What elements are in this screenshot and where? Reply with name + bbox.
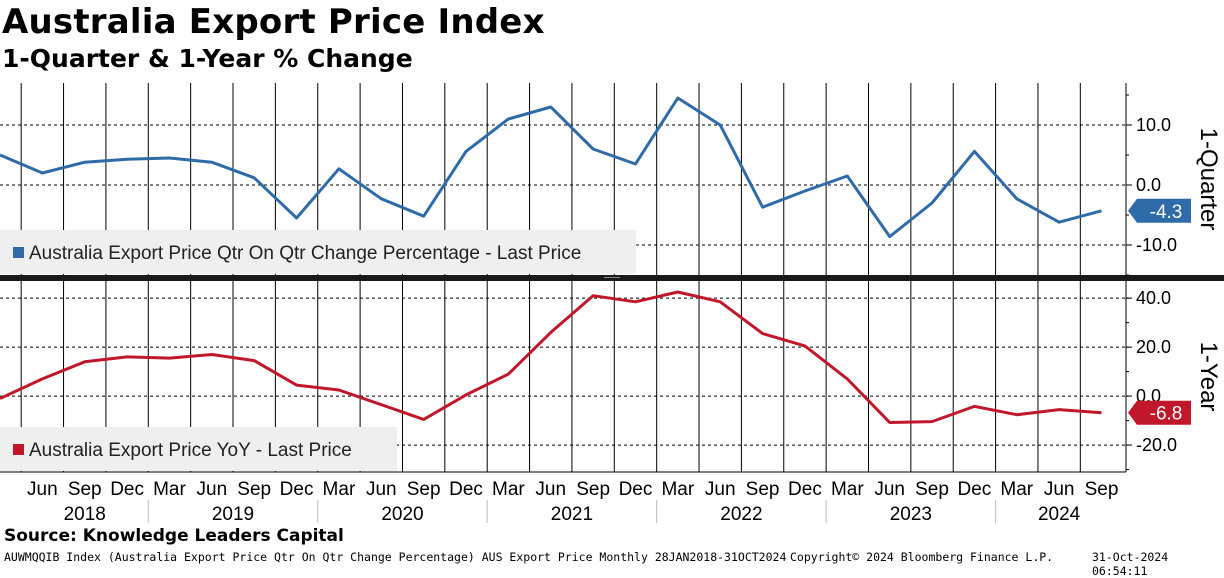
- x-tick-label: Dec: [619, 479, 653, 500]
- last-value-tag: [1128, 400, 1191, 425]
- legend-box: [0, 230, 636, 274]
- x-tick-label: Jun: [197, 479, 228, 500]
- x-tick-label: Mar: [323, 479, 356, 500]
- x-tick-label: Sep: [237, 479, 271, 500]
- chart-title: Australia Export Price Index: [2, 2, 545, 42]
- footer-series-info: AUWMQQIB Index (Australia Export Price Q…: [4, 550, 787, 564]
- x-tick-label: Mar: [492, 479, 525, 500]
- x-year-label: 2023: [890, 504, 932, 525]
- x-tick-label: Sep: [915, 479, 949, 500]
- x-tick-label: Dec: [449, 479, 483, 500]
- x-year-label: 2024: [1038, 504, 1081, 525]
- legend-swatch: [13, 247, 24, 258]
- x-tick-label: Mar: [661, 479, 694, 500]
- series-layer: [0, 96, 1102, 424]
- x-tick-label: Mar: [831, 479, 864, 500]
- source-note: Source: Knowledge Leaders Capital: [4, 526, 344, 546]
- last-value-label: -4.3: [1150, 202, 1183, 223]
- footer-copyright: Copyright© 2024 Bloomberg Finance L.P.: [790, 550, 1054, 564]
- x-tick-label: Jun: [1044, 479, 1075, 500]
- legend-label: Australia Export Price YoY - Last Price: [29, 440, 352, 461]
- x-tick-label: Sep: [68, 479, 102, 500]
- legend-layer: Australia Export Price Qtr On Qtr Change…: [0, 230, 636, 471]
- last-value-tag: [1128, 198, 1191, 223]
- axis-layer: 10.00.0-10.01-Quarter-4.340.020.00.0-20.…: [0, 83, 1224, 525]
- series-line: [0, 290, 1102, 424]
- legend-box: [0, 427, 397, 471]
- chart-canvas: 10.00.0-10.01-Quarter-4.340.020.00.0-20.…: [0, 83, 1224, 525]
- x-year-label: 2019: [212, 504, 254, 525]
- x-year-label: 2018: [64, 504, 106, 525]
- y-tick-label: -10.0: [1136, 235, 1177, 255]
- x-tick-label: Dec: [280, 479, 314, 500]
- y-tick-label: 0.0: [1136, 175, 1161, 195]
- x-year-label: 2022: [720, 504, 762, 525]
- x-tick-label: Sep: [746, 479, 780, 500]
- x-tick-label: Dec: [958, 479, 992, 500]
- y-axis-title: 1-Year: [1195, 342, 1222, 412]
- x-tick-label: Jun: [27, 479, 58, 500]
- x-tick-label: Jun: [874, 479, 905, 500]
- footer-timestamp: 31-Oct-2024 06:54:11: [1092, 550, 1169, 578]
- series-line: [0, 96, 1102, 239]
- y-tick-label: 40.0: [1136, 288, 1171, 308]
- x-tick-label: Jun: [535, 479, 566, 500]
- legend-label: Australia Export Price Qtr On Qtr Change…: [29, 243, 581, 264]
- x-tick-label: Dec: [788, 479, 822, 500]
- legend-swatch: [13, 444, 24, 455]
- x-tick-label: Sep: [407, 479, 441, 500]
- x-tick-label: Jun: [705, 479, 736, 500]
- x-tick-label: Dec: [110, 479, 144, 500]
- x-tick-label: Mar: [1000, 479, 1033, 500]
- x-year-label: 2021: [551, 504, 593, 525]
- y-tick-label: -20.0: [1136, 435, 1177, 455]
- y-axis-title: 1-Quarter: [1195, 128, 1222, 231]
- y-tick-label: 10.0: [1136, 115, 1171, 135]
- x-tick-label: Sep: [1085, 479, 1119, 500]
- x-tick-label: Jun: [366, 479, 397, 500]
- x-year-label: 2020: [381, 504, 423, 525]
- x-tick-label: Sep: [576, 479, 610, 500]
- chart-subtitle: 1-Quarter & 1-Year % Change: [2, 44, 413, 73]
- y-tick-label: 20.0: [1136, 337, 1171, 357]
- x-tick-label: Mar: [153, 479, 186, 500]
- last-value-label: -6.8: [1150, 404, 1183, 425]
